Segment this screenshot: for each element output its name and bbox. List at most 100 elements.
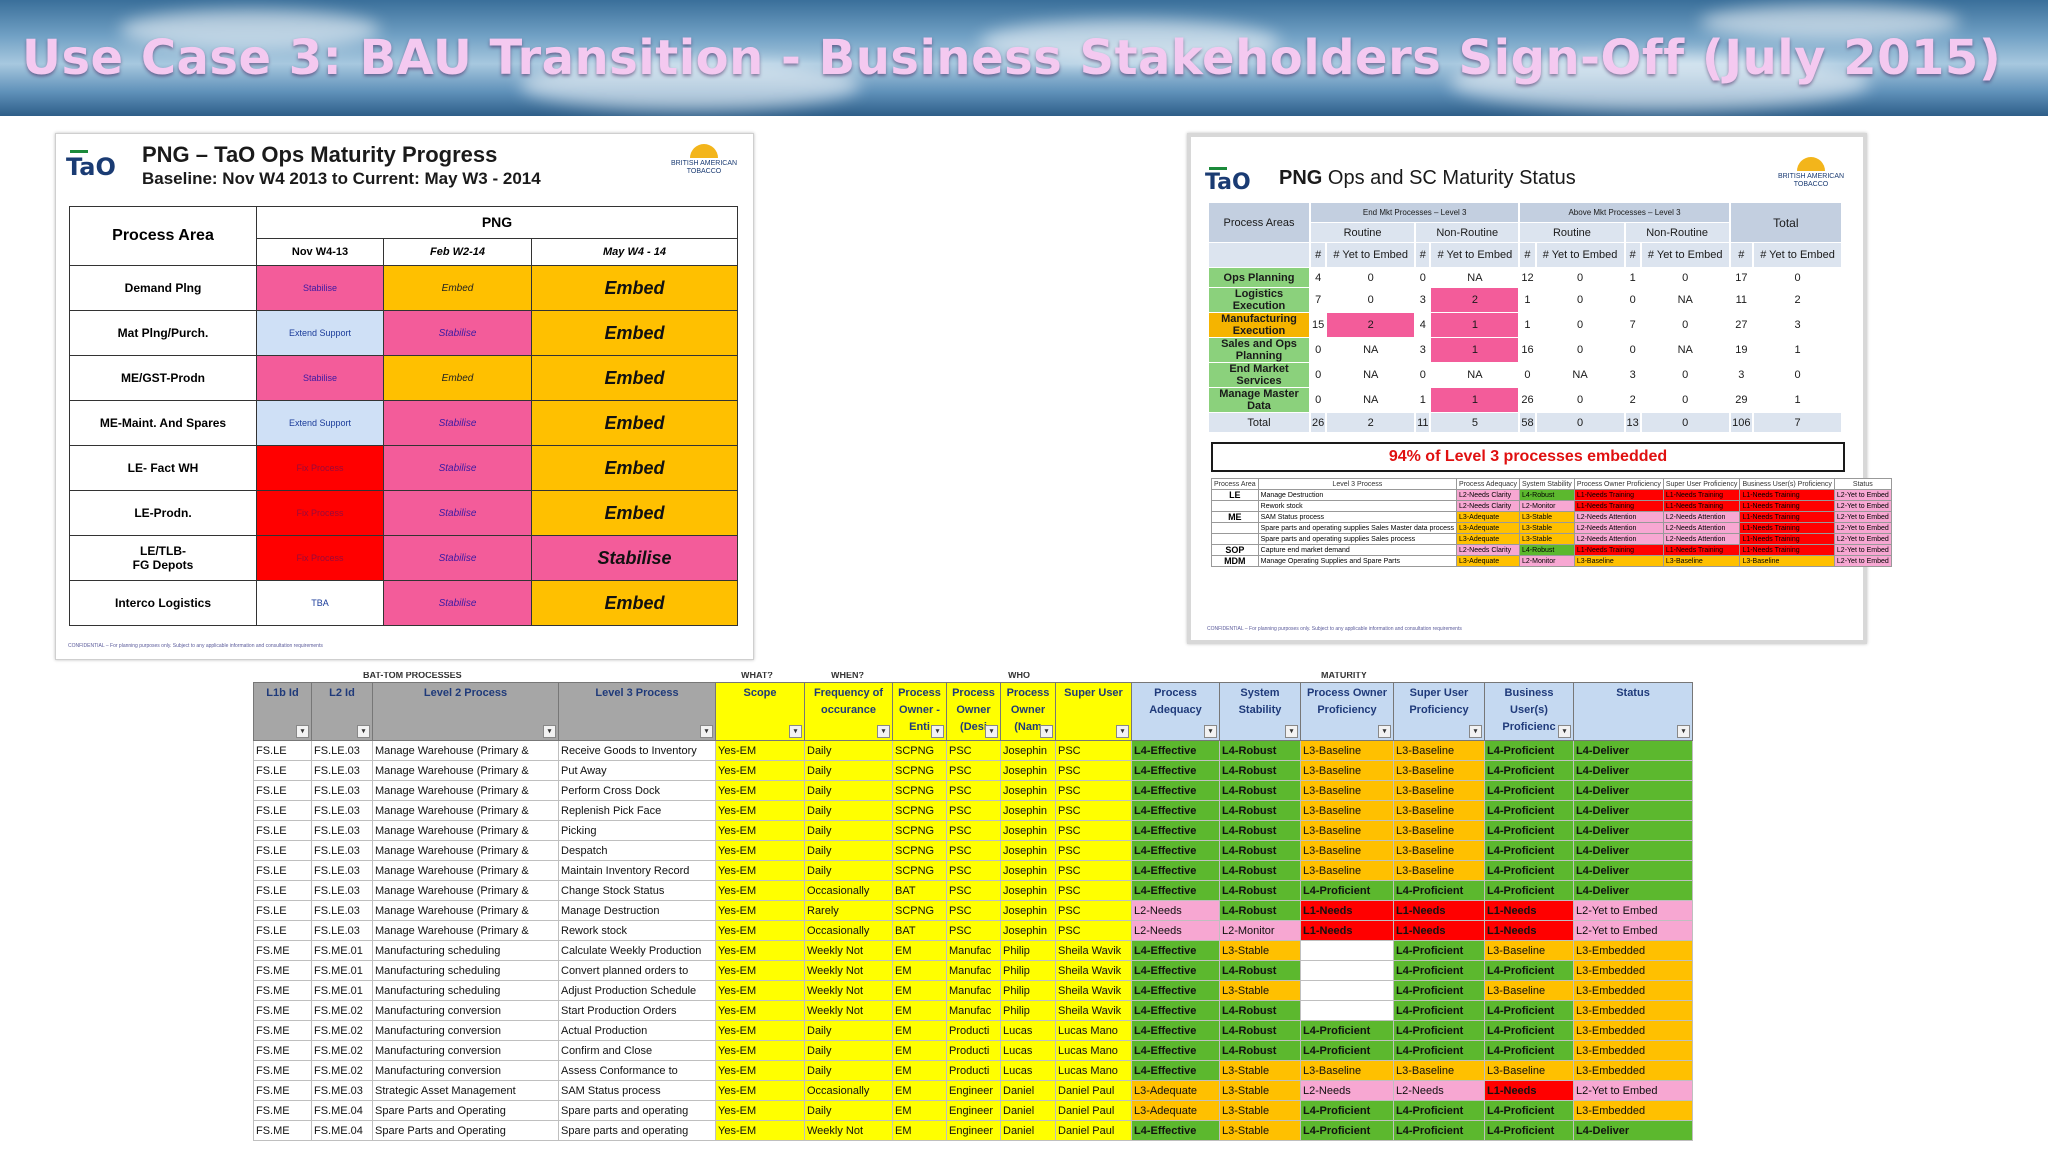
table-cell[interactable]: Spare parts and operating [558, 1100, 716, 1121]
table-cell[interactable]: Maintain Inventory Record [558, 860, 716, 881]
table-cell[interactable]: L4-Effective [1131, 1040, 1220, 1061]
table-row[interactable]: FS.LE FS.LE.03 Manage Warehouse (Primary &… [253, 920, 1693, 941]
table-cell[interactable]: FS.LE.03 [311, 900, 373, 921]
table-row[interactable]: FS.LE FS.LE.03 Manage Warehouse (Primary &… [253, 780, 1693, 801]
table-cell[interactable]: Yes-EM [715, 840, 805, 861]
table-cell[interactable]: L4-Effective [1131, 980, 1220, 1001]
table-cell[interactable]: L1-Needs [1300, 900, 1394, 921]
table-cell[interactable]: EM [892, 1040, 947, 1061]
table-cell[interactable]: L4-Effective [1131, 1060, 1220, 1081]
table-cell[interactable]: Spare parts and operating [558, 1120, 716, 1141]
table-cell[interactable]: Josephin [1000, 760, 1056, 781]
table-cell[interactable]: Daily [804, 800, 893, 821]
table-cell[interactable]: L3-Baseline [1484, 980, 1574, 1001]
table-cell[interactable]: Philip [1000, 980, 1056, 1001]
table-cell[interactable]: L4-Robust [1219, 900, 1301, 921]
table-cell[interactable]: L4-Proficient [1393, 1120, 1485, 1141]
table-row[interactable]: FS.ME FS.ME.01 Manufacturing scheduling Cal… [253, 940, 1693, 961]
table-cell[interactable]: L3-Baseline [1484, 940, 1574, 961]
table-cell[interactable]: Josephin [1000, 900, 1056, 921]
table-cell[interactable]: L4-Proficient [1484, 760, 1574, 781]
table-cell[interactable]: FS.ME.01 [311, 980, 373, 1001]
table-cell[interactable]: L4-Proficient [1300, 1040, 1394, 1061]
filter-dropdown-icon[interactable]: ▾ [296, 725, 309, 738]
table-row[interactable]: FS.LE FS.LE.03 Manage Warehouse (Primary &… [253, 880, 1693, 901]
table-cell[interactable]: FS.ME.04 [311, 1120, 373, 1141]
table-cell[interactable]: L3-Stable [1219, 1060, 1301, 1081]
table-cell[interactable]: Start Production Orders [558, 1000, 716, 1021]
table-cell[interactable]: Manufacturing conversion [372, 1020, 559, 1041]
table-cell[interactable]: Daily [804, 1040, 893, 1061]
table-cell[interactable]: L4-Deliver [1573, 820, 1693, 841]
table-cell[interactable]: L3-Baseline [1393, 820, 1485, 841]
table-cell[interactable]: EM [892, 1020, 947, 1041]
table-cell[interactable]: L3-Embedded [1573, 1040, 1693, 1061]
table-cell[interactable]: Manage Warehouse (Primary & [372, 840, 559, 861]
table-cell[interactable]: L4-Robust [1219, 740, 1301, 761]
table-cell[interactable]: Philip [1000, 960, 1056, 981]
table-row[interactable]: FS.ME FS.ME.03 Strategic Asset Management S… [253, 1080, 1693, 1101]
table-cell[interactable]: L3-Baseline [1393, 760, 1485, 781]
table-cell[interactable]: Lucas Mano [1055, 1040, 1132, 1061]
table-cell[interactable]: Yes-EM [715, 1020, 805, 1041]
table-cell[interactable]: Weekly Not [804, 940, 893, 961]
table-cell[interactable]: Daily [804, 1100, 893, 1121]
table-cell[interactable]: Spare Parts and Operating [372, 1120, 559, 1141]
column-header[interactable]: L2 Id ▾ [311, 682, 373, 741]
table-cell[interactable]: PSC [946, 840, 1001, 861]
table-cell[interactable]: L4-Proficient [1484, 960, 1574, 981]
table-cell[interactable]: L4-Robust [1219, 960, 1301, 981]
filter-dropdown-icon[interactable]: ▾ [985, 725, 998, 738]
table-cell[interactable]: L3-Baseline [1393, 780, 1485, 801]
table-cell[interactable]: Occasionally [804, 1080, 893, 1101]
table-cell[interactable]: FS.ME.02 [311, 1000, 373, 1021]
table-cell[interactable]: FS.LE.03 [311, 760, 373, 781]
table-cell[interactable]: Manufacturing scheduling [372, 940, 559, 961]
table-cell[interactable]: Producti [946, 1060, 1001, 1081]
table-cell[interactable]: FS.ME.02 [311, 1040, 373, 1061]
table-cell[interactable]: Manufacturing conversion [372, 1000, 559, 1021]
filter-dropdown-icon[interactable]: ▾ [1558, 725, 1571, 738]
table-cell[interactable]: L4-Deliver [1573, 860, 1693, 881]
table-cell[interactable]: FS.ME.01 [311, 960, 373, 981]
table-cell[interactable]: L4-Robust [1219, 880, 1301, 901]
table-row[interactable]: FS.ME FS.ME.02 Manufacturing conversion Ass… [253, 1060, 1693, 1081]
column-header[interactable]: Process Adequacy ▾ [1131, 682, 1220, 741]
table-cell[interactable]: Manage Warehouse (Primary & [372, 760, 559, 781]
table-cell[interactable]: L2-Needs [1393, 1080, 1485, 1101]
table-cell[interactable]: EM [892, 1120, 947, 1141]
table-cell[interactable]: L4-Proficient [1393, 960, 1485, 981]
table-cell[interactable]: FS.LE.03 [311, 920, 373, 941]
table-cell[interactable]: Manage Warehouse (Primary & [372, 860, 559, 881]
table-cell[interactable]: L3-Baseline [1300, 840, 1394, 861]
table-cell[interactable]: FS.LE [253, 840, 312, 861]
table-cell[interactable]: FS.ME [253, 1060, 312, 1081]
table-cell[interactable]: Manufacturing conversion [372, 1060, 559, 1081]
table-cell[interactable]: SCPNG [892, 740, 947, 761]
table-cell[interactable]: L4-Proficient [1484, 1120, 1574, 1141]
table-cell[interactable]: Manage Warehouse (Primary & [372, 740, 559, 761]
table-cell[interactable]: L4-Effective [1131, 1000, 1220, 1021]
table-cell[interactable]: EM [892, 1000, 947, 1021]
table-cell[interactable]: L3-Baseline [1300, 740, 1394, 761]
table-row[interactable]: FS.ME FS.ME.02 Manufacturing conversion Sta… [253, 1000, 1693, 1021]
column-header[interactable]: System Stability ▾ [1219, 682, 1301, 741]
table-cell[interactable]: Yes-EM [715, 880, 805, 901]
table-cell[interactable]: FS.ME.02 [311, 1060, 373, 1081]
table-cell[interactable]: FS.LE.03 [311, 740, 373, 761]
table-row[interactable]: FS.LE FS.LE.03 Manage Warehouse (Primary &… [253, 840, 1693, 861]
table-cell[interactable]: EM [892, 940, 947, 961]
table-cell[interactable]: PSC [946, 800, 1001, 821]
table-cell[interactable]: L4-Proficient [1484, 820, 1574, 841]
table-cell[interactable]: L2-Needs [1300, 1080, 1394, 1101]
table-cell[interactable]: Daily [804, 760, 893, 781]
table-cell[interactable]: FS.ME [253, 1040, 312, 1061]
table-cell[interactable]: L4-Effective [1131, 800, 1220, 821]
table-cell[interactable]: L4-Robust [1219, 1000, 1301, 1021]
table-cell[interactable]: SCPNG [892, 760, 947, 781]
table-row[interactable]: FS.ME FS.ME.02 Manufacturing conversion Act… [253, 1020, 1693, 1041]
table-cell[interactable]: Yes-EM [715, 1000, 805, 1021]
table-cell[interactable]: L4-Effective [1131, 780, 1220, 801]
table-cell[interactable]: Lucas Mano [1055, 1060, 1132, 1081]
table-cell[interactable]: Spare Parts and Operating [372, 1100, 559, 1121]
